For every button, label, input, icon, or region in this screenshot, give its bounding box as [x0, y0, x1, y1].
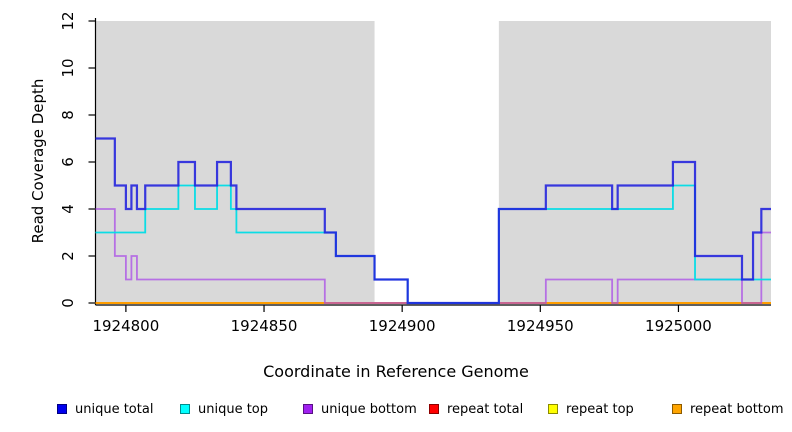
legend-swatch-repeat-total [429, 404, 439, 414]
y-tick-label: 2 [59, 251, 77, 261]
legend-label: repeat top [566, 401, 634, 417]
legend-swatch-unique-total [57, 404, 67, 414]
x-tick-label: 1925000 [645, 317, 712, 335]
shaded-region [498, 21, 771, 304]
series-line-unique-total [95, 137, 771, 305]
legend-item-repeat-bottom: repeat bottom [672, 398, 784, 420]
legend-item-unique-bottom: unique bottom [303, 398, 417, 420]
legend-label: unique bottom [321, 401, 417, 417]
x-tick-label: 1924950 [507, 317, 574, 335]
y-tick-label: 10 [59, 58, 77, 77]
y-tick-label: 12 [59, 11, 77, 30]
legend-label: unique total [75, 401, 154, 417]
legend-label: repeat total [447, 401, 524, 417]
x-tick-label: 1924800 [92, 317, 159, 335]
series-line-unique-top [95, 184, 771, 304]
legend: unique total unique top unique bottom repea… [0, 398, 792, 420]
shaded-region [95, 21, 375, 304]
x-tick-label: 1924900 [369, 317, 436, 335]
legend-item-unique-total: unique total [57, 398, 153, 420]
y-tick-label: 4 [59, 204, 77, 214]
legend-item-repeat-total: repeat total [429, 398, 523, 420]
y-tick-label: 6 [59, 157, 77, 167]
x-tick-label: 1924850 [231, 317, 298, 335]
legend-swatch-repeat-top [548, 404, 558, 414]
y-axis-title: Read Coverage Depth [29, 78, 47, 244]
x-axis-title: Coordinate in Reference Genome [263, 362, 529, 381]
y-tick-label: 0 [59, 298, 77, 308]
legend-item-unique-top: unique top [180, 398, 268, 420]
legend-label: repeat bottom [690, 401, 784, 417]
legend-swatch-unique-bottom [303, 404, 313, 414]
y-tick-label: 8 [59, 110, 77, 120]
legend-swatch-unique-top [180, 404, 190, 414]
legend-swatch-repeat-bottom [672, 404, 682, 414]
legend-item-repeat-top: repeat top [548, 398, 634, 420]
legend-label: unique top [198, 401, 269, 417]
